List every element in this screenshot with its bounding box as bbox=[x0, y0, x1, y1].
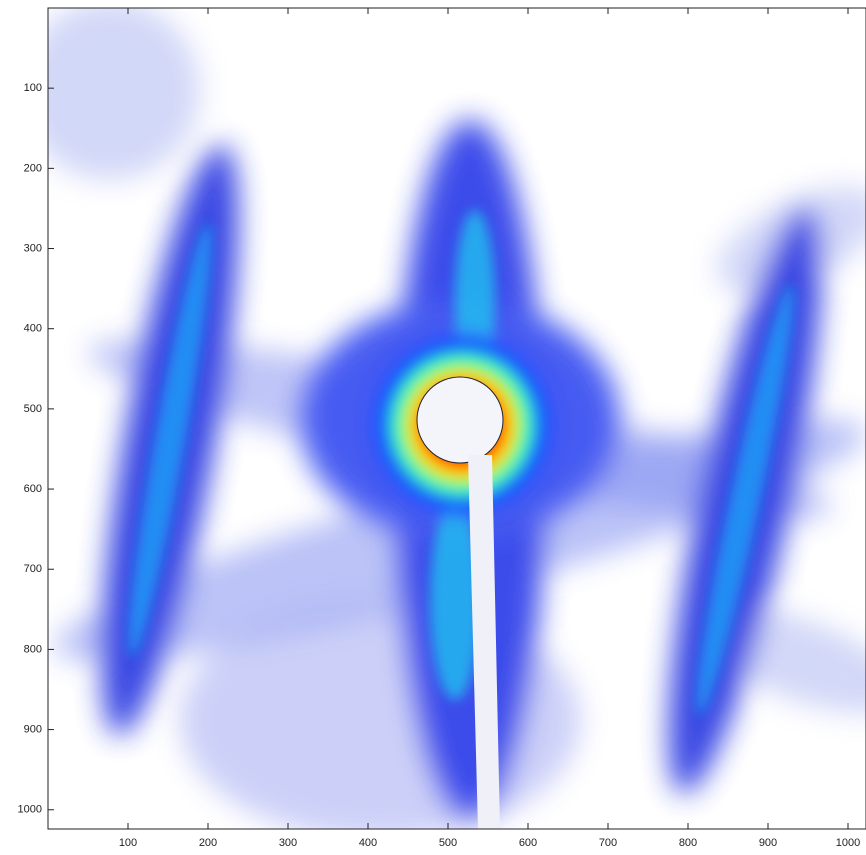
x-tick-label: 200 bbox=[199, 837, 217, 849]
x-tick-label: 400 bbox=[359, 837, 377, 849]
x-tick-label: 600 bbox=[519, 837, 537, 849]
y-tick-label: 300 bbox=[24, 242, 42, 254]
diffraction-image bbox=[48, 8, 866, 829]
x-tick-label: 800 bbox=[679, 837, 697, 849]
plot-frame bbox=[47, 7, 866, 830]
y-tick-label: 600 bbox=[24, 483, 42, 495]
y-tick-label: 200 bbox=[24, 162, 42, 174]
x-tick-label: 500 bbox=[439, 837, 457, 849]
x-tick-label: 100 bbox=[119, 837, 137, 849]
x-tick-label: 300 bbox=[279, 837, 297, 849]
x-tick-label: 900 bbox=[759, 837, 777, 849]
y-tick-label: 500 bbox=[24, 403, 42, 415]
y-tick-label: 1000 bbox=[18, 804, 42, 816]
x-tick-label: 1000 bbox=[836, 837, 860, 849]
y-tick-label: 100 bbox=[24, 82, 42, 94]
y-tick-label: 700 bbox=[24, 563, 42, 575]
y-tick-label: 400 bbox=[24, 323, 42, 335]
y-tick-label: 900 bbox=[24, 723, 42, 735]
y-tick-label: 800 bbox=[24, 643, 42, 655]
x-tick-label: 700 bbox=[599, 837, 617, 849]
